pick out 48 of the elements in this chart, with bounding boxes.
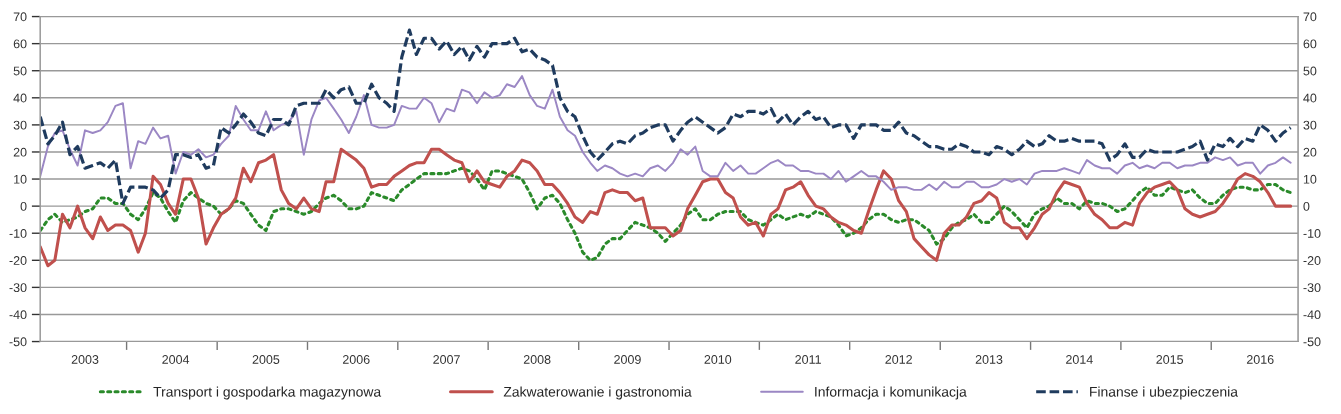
y2-tick-label: -30 [1303, 283, 1321, 293]
y2-tick-label: 0 [1303, 201, 1310, 211]
x-tick-label: 2003 [71, 355, 99, 364]
y-tick-label: -30 [9, 283, 27, 293]
x-tick-label: 2007 [433, 355, 460, 364]
y-tick-label: -20 [9, 256, 27, 265]
y-tick-label: 10 [14, 174, 27, 184]
y2-tick-label: 30 [1303, 120, 1317, 130]
y-tick-label: 0 [20, 201, 27, 211]
x-tick-label: 2006 [342, 355, 370, 364]
line-series [40, 28, 1293, 206]
y2-tick-label: 40 [1303, 93, 1317, 103]
x-tick-label: 2009 [614, 355, 641, 364]
y-tick-label: 20 [13, 147, 27, 157]
x-tick-label: 2014 [1066, 355, 1093, 364]
y2-tick-label: 20 [1303, 147, 1317, 157]
x-tick-label: 2015 [1156, 355, 1184, 364]
y-tick-label: 60 [13, 39, 27, 49]
legend-label: Zakwaterowanie i gastronomia [503, 386, 692, 400]
x-tick-label: 2016 [1246, 355, 1274, 364]
y-tick-label: 70 [13, 12, 27, 22]
y2-tick-label: -50 [1303, 337, 1321, 347]
y-tick-label: 30 [13, 120, 27, 130]
y2-tick-label: -10 [1303, 229, 1321, 238]
legend-label: Transport i gospodarka magazynowa [153, 386, 382, 400]
y2-tick-label: 50 [1303, 66, 1317, 76]
line-series [40, 166, 1293, 262]
x-tick-label: 2010 [704, 355, 732, 364]
line-series [40, 147, 1293, 268]
y-tick-label: 50 [13, 66, 27, 76]
y-tick-label: -50 [9, 337, 27, 347]
y-tick-label: -40 [9, 310, 27, 320]
line-series [40, 75, 1292, 191]
x-tick-label: 2005 [252, 355, 280, 364]
y2-tick-label: 10 [1303, 174, 1317, 184]
y2-tick-label: -40 [1303, 310, 1321, 320]
y2-tick-label: -20 [1303, 256, 1321, 265]
legend-label: Informacja i komunikacja [815, 386, 967, 400]
x-tick-label: 2008 [523, 355, 551, 364]
y-tick-label: -10 [9, 229, 27, 238]
x-tick-label: 2013 [975, 355, 1003, 364]
x-tick-label: 2004 [162, 355, 190, 364]
y-tick-label: 40 [13, 93, 27, 103]
y2-tick-label: 60 [1303, 39, 1317, 49]
y2-tick-label: 70 [1303, 12, 1317, 22]
legend-label: Finanse i ubezpieczenia [1090, 386, 1238, 400]
x-tick-label: 2012 [885, 355, 912, 364]
x-tick-label: 2011 [795, 355, 821, 364]
